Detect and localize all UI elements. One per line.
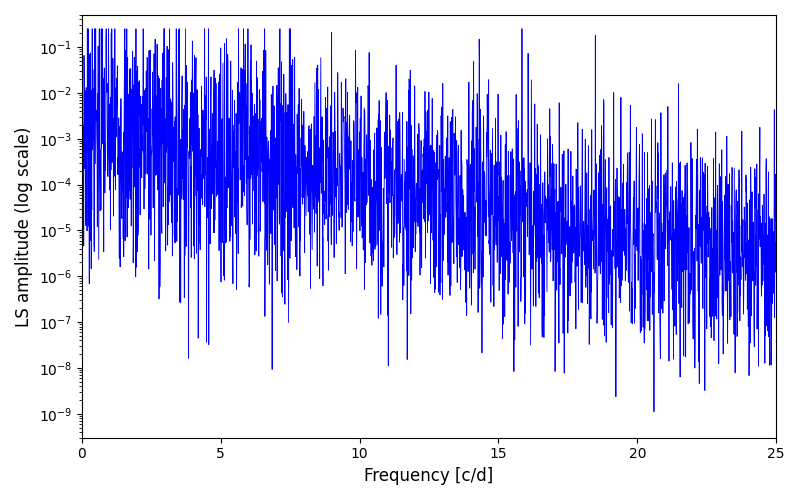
X-axis label: Frequency [c/d]: Frequency [c/d] xyxy=(364,467,494,485)
Y-axis label: LS amplitude (log scale): LS amplitude (log scale) xyxy=(15,126,33,326)
